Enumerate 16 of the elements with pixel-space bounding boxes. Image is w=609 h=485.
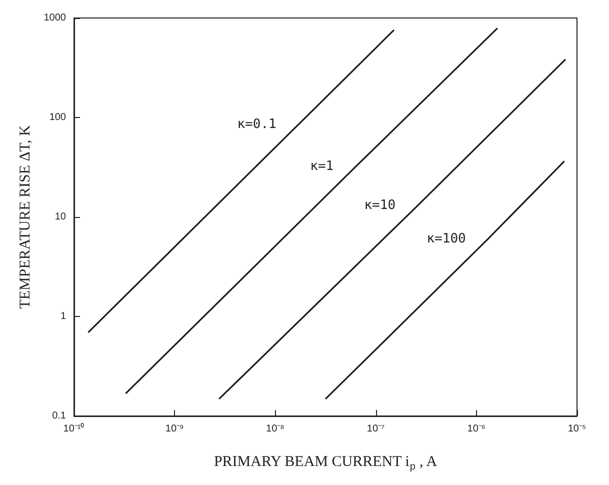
y-tick-label: 10 xyxy=(54,212,66,222)
x-tick-label: 10⁻⁹ xyxy=(165,424,184,434)
y-tick-label: 1000 xyxy=(44,12,66,24)
series-label: κ=1 xyxy=(310,159,334,174)
x-tick-label: 10⁻⁵ xyxy=(568,424,586,434)
series-label: κ=0.1 xyxy=(237,117,276,132)
x-tick-label: 10⁻¹⁰ xyxy=(63,422,85,434)
y-tick-label: 100 xyxy=(49,112,66,123)
series-label: κ=10 xyxy=(364,198,396,214)
x-tick-label: 10⁻⁶ xyxy=(467,424,486,434)
x-tick-label: 10⁻⁷ xyxy=(366,424,386,434)
y-axis-title: TEMPERATURE RISE ΔT, K xyxy=(17,125,34,309)
x-tick-label: 10⁻⁸ xyxy=(266,424,284,434)
y-tick-label: 1 xyxy=(60,311,66,322)
y-tick-label: 0.1 xyxy=(52,410,66,422)
series-label: κ=100 xyxy=(426,232,466,247)
